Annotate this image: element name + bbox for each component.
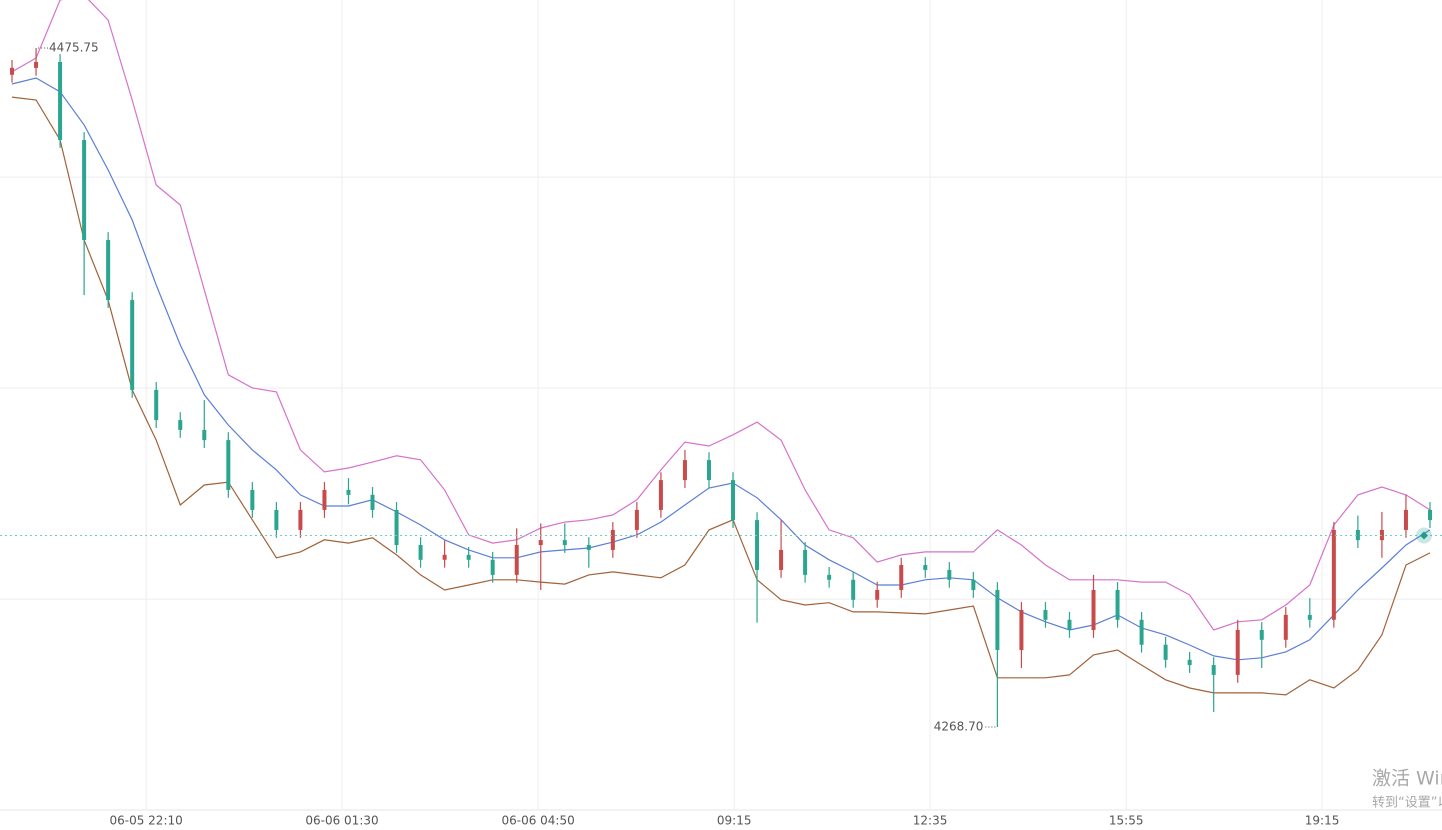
candle-body [274,509,279,530]
candle-body [226,440,231,490]
candle-body [706,460,711,481]
high-label: 4475.75 [49,41,99,55]
x-tick-label: 06-05 22:10 [109,814,182,828]
candle-body [899,565,904,590]
candle-body [130,300,135,390]
candle-body [154,389,159,421]
band-line [11,77,1431,661]
candle-body [394,509,399,546]
candle-body [58,61,63,141]
candle-body [731,480,736,521]
candle-body [634,509,639,530]
candle-body [923,565,928,570]
candle-body [1139,619,1144,645]
plot-area [0,0,1442,728]
candle-body [803,549,808,575]
candle-body [610,529,615,550]
candle-body [202,429,207,441]
candle-body [875,589,880,600]
candle-body [466,554,471,560]
candle-body [178,420,183,430]
candle-body [1235,629,1240,675]
candle-body [250,489,255,510]
candle-body [827,574,832,580]
candle-body [1067,619,1072,630]
candle-body [10,67,15,75]
candle-body [1019,609,1024,650]
candle-body [1187,659,1192,666]
candle-body [1115,589,1120,620]
candle-body [1403,509,1408,530]
low-label: 4268.70 [934,720,984,734]
candle-body [106,240,111,301]
candle-body [779,549,784,570]
candle-body [1043,609,1048,620]
candle-body [514,545,519,575]
x-tick-label: 19:15 [1305,814,1340,828]
band-line [11,0,1431,631]
x-tick-label: 15:55 [1109,814,1144,828]
candle-body [1307,614,1312,620]
candle-body [971,579,976,590]
candle-body [538,540,543,546]
candle-body [586,545,591,550]
grid [0,0,1442,811]
watermark-title: 激活 Windows [1372,768,1442,790]
candle-body [947,569,952,580]
candle-body [1163,644,1168,660]
x-tick-label: 06-06 01:30 [305,814,378,828]
band-line [11,96,1431,696]
candle-body [82,140,87,241]
candle-body [1091,589,1096,630]
candle-body [1355,529,1360,541]
candle-body [1259,629,1264,640]
watermark-subtitle: 转到“设置”以激活 Windows。 [1372,796,1442,811]
candle-body [658,480,663,510]
candle-body [1283,614,1288,640]
candle-body [1427,509,1432,521]
candle-body [298,509,303,530]
x-tick-label: 09:15 [717,814,752,828]
candle-body [490,559,495,575]
x-tick-label: 06-06 04:50 [501,814,574,828]
last-price-marker [1419,531,1428,540]
candle-body [995,589,1000,650]
x-tick-label: 12:35 [913,814,948,828]
candle-body [682,460,687,481]
candle-body [755,520,760,570]
candle-body [370,494,375,510]
candle-body [346,489,351,495]
candle-body [322,489,327,510]
candle-body [1331,529,1336,620]
candle-body [562,540,567,546]
candle-body [34,61,39,68]
candle-body [418,545,423,560]
candle-body [442,554,447,560]
labels: 06-05 22:10 06-06 01:30 06-06 04:50 09:15 12… [38,41,1339,828]
candle-body [851,579,856,600]
candle-body [1211,665,1216,675]
